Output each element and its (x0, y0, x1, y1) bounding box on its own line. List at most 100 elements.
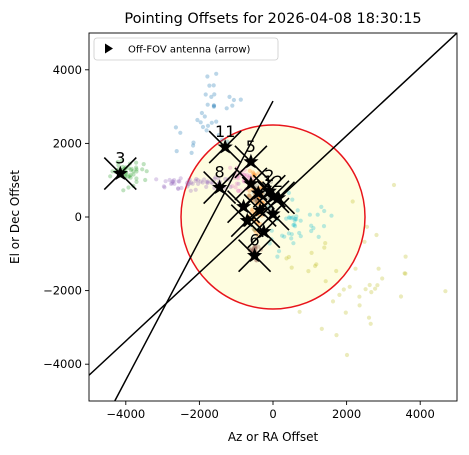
antenna-star-icon (235, 198, 252, 214)
scatter-point (322, 208, 327, 214)
scatter-point (315, 212, 320, 217)
antenna-marker-3 (103, 157, 137, 191)
scatter-point (211, 103, 216, 108)
scatter-point (247, 193, 252, 198)
scatter-point (403, 271, 408, 276)
scatter-point (294, 217, 299, 222)
scatter-point (286, 215, 292, 220)
scatter-point (167, 177, 172, 183)
scatter-point (290, 197, 295, 202)
scatter-point (344, 352, 350, 358)
legend: Off-FOV antenna (arrow) (93, 37, 279, 61)
scatter-point (228, 165, 233, 170)
scatter-point (220, 137, 225, 142)
antenna-markers: 2 3 5 6 8 11 12 (103, 122, 296, 273)
antenna-star-icon (250, 185, 266, 200)
scatter-point (190, 181, 195, 186)
y-axis-label: El or Dec Offset (8, 170, 22, 264)
scatter-point (131, 169, 136, 174)
scatter-point (205, 179, 210, 184)
scatter-point (362, 239, 367, 244)
antenna-star-icon (212, 179, 228, 195)
scatter-point (126, 174, 131, 179)
antenna-star-icon (246, 247, 263, 263)
scatter-point (306, 269, 311, 274)
scatter-point (291, 222, 296, 228)
scatter-point (289, 265, 294, 270)
scatter-point (313, 263, 318, 269)
scatter-point (178, 176, 183, 181)
scatter-point (144, 169, 149, 174)
scatter-point (163, 179, 168, 184)
scatter-point (195, 178, 201, 183)
scatter-point (216, 132, 221, 138)
scatter-point (319, 326, 324, 331)
scatter-point (322, 245, 327, 250)
scatter-point (236, 188, 241, 194)
antenna-marker-9 (247, 215, 281, 249)
scatter-point (366, 315, 372, 320)
scatter-point (195, 117, 200, 123)
antenna-star-icon (270, 189, 287, 205)
scatter-point (309, 228, 314, 234)
legend-arrow-icon (105, 43, 113, 54)
scatter-point (357, 303, 362, 308)
scatter-point (276, 249, 282, 254)
scatter-point (297, 230, 302, 236)
scatter-point (140, 167, 145, 172)
y-tick-label: −4000 (43, 357, 82, 371)
scatter-point (236, 181, 241, 186)
scatter-point (211, 83, 216, 88)
scatter-point (247, 194, 252, 199)
scatter-point (373, 286, 378, 291)
scatter-point (172, 181, 177, 186)
scatter-point (213, 175, 218, 180)
scatter-point (200, 124, 206, 130)
antenna-star-icon (239, 212, 255, 228)
scatter-point (209, 94, 214, 99)
scatter-point (162, 185, 167, 190)
scatter-point (128, 172, 133, 177)
scatter-point (252, 244, 257, 249)
scatter-point (205, 74, 210, 79)
x-tick-label: −2000 (180, 407, 219, 421)
scatter-point (193, 178, 198, 183)
antenna-marker-15 (241, 176, 275, 210)
scatter-point (186, 179, 191, 184)
plot-area: 2 3 5 6 8 11 12 (89, 33, 457, 401)
scatter-point (369, 290, 374, 295)
scatter-point (184, 181, 190, 186)
x-tick-label: 4000 (406, 407, 435, 421)
scatter-point (292, 218, 297, 223)
scatter-point (172, 178, 177, 183)
scatter-point (376, 266, 381, 271)
scatter-point (115, 159, 120, 165)
scatter-point (134, 165, 139, 170)
scatter-point (247, 188, 252, 193)
scatter-point (169, 181, 174, 186)
scatter-point (323, 241, 328, 246)
scatter-point (161, 184, 166, 189)
scatter-point (128, 175, 133, 180)
scatter-point (204, 128, 209, 133)
scatter-point (211, 104, 216, 109)
x-axis-label: Az or RA Offset (228, 430, 319, 444)
scatter-point (292, 222, 297, 227)
antenna-star-icon (112, 165, 128, 181)
scatter-point (364, 224, 370, 229)
antenna-label-12: 12 (263, 172, 283, 191)
scatter-point (186, 182, 191, 187)
scatter-point (286, 190, 291, 195)
scatter-point (298, 234, 303, 239)
scatter-point (119, 158, 124, 163)
scatter-point (286, 231, 291, 236)
scatter-point (403, 254, 408, 259)
scatter-point (199, 110, 204, 116)
scatter-point (256, 244, 261, 249)
y-axis-ticks: −4000 −2000 0 2000 4000 (43, 63, 89, 371)
x-tick-label: −4000 (106, 407, 145, 421)
scatter-point (289, 232, 294, 237)
scatter-point (188, 188, 193, 193)
scatter-point (189, 150, 194, 155)
